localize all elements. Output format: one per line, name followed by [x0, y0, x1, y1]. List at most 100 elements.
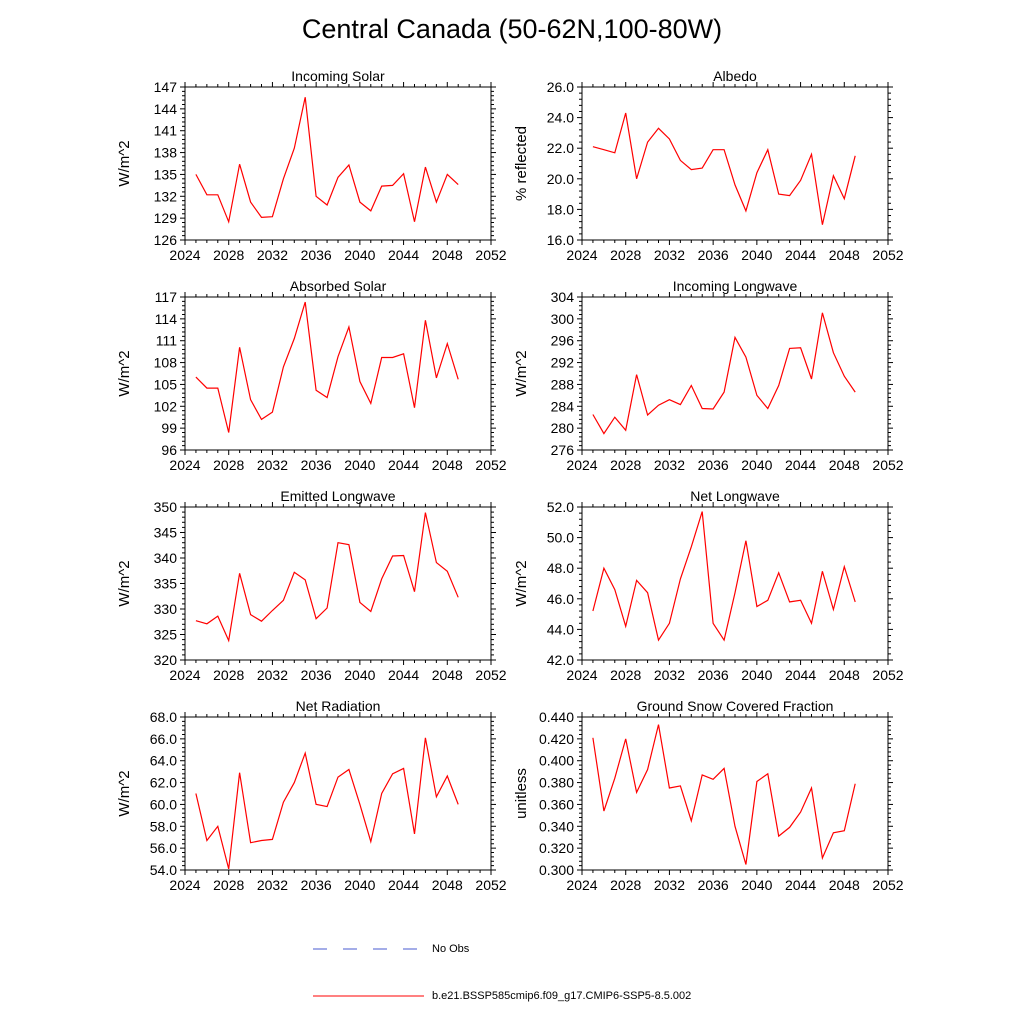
- y-tick-label: 292: [551, 355, 575, 371]
- y-tick-label: 54.0: [150, 862, 177, 878]
- x-tick-label: 2040: [344, 877, 375, 893]
- y-tick-label: 44.0: [547, 621, 574, 637]
- y-tick-label: 50.0: [547, 530, 574, 546]
- y-tick-label: 300: [551, 311, 575, 327]
- chart-title: Absorbed Solar: [290, 278, 387, 294]
- y-tick-label: 132: [154, 188, 178, 204]
- series-line: [195, 737, 459, 870]
- x-tick-label: 2036: [698, 457, 729, 473]
- chart-title: Incoming Longwave: [673, 278, 798, 294]
- x-tick-label: 2032: [257, 457, 288, 473]
- chart-title: Albedo: [713, 68, 757, 84]
- y-tick-label: 147: [154, 79, 178, 95]
- y-axis-label: W/m^2: [513, 560, 530, 606]
- x-tick-label: 2032: [257, 667, 288, 683]
- y-tick-label: 280: [551, 420, 575, 436]
- x-tick-label: 2044: [785, 877, 816, 893]
- y-tick-label: 102: [154, 398, 178, 414]
- y-tick-label: 64.0: [150, 753, 177, 769]
- y-tick-label: 288: [551, 376, 575, 392]
- plot-frame: [581, 296, 889, 451]
- series-line: [195, 97, 459, 224]
- plot-frame: [581, 716, 889, 871]
- plot-frame: [581, 86, 889, 241]
- y-tick-label: 296: [551, 333, 575, 349]
- x-tick-label: 2048: [432, 877, 463, 893]
- chart-panel: Albedo % reflected 2024 2028 2032 2036 2040 204…: [513, 68, 904, 263]
- series-line: [592, 312, 856, 435]
- y-tick-label: 350: [154, 499, 178, 515]
- x-tick-label: 2052: [475, 667, 506, 683]
- x-tick-label: 2048: [432, 247, 463, 263]
- y-tick-label: 114: [155, 311, 178, 327]
- x-tick-label: 2028: [610, 247, 641, 263]
- x-tick-label: 2036: [301, 877, 332, 893]
- x-tick-label: 2036: [301, 457, 332, 473]
- x-tick-label: 2052: [475, 877, 506, 893]
- x-tick-label: 2052: [872, 457, 903, 473]
- x-tick-label: 2032: [654, 877, 685, 893]
- x-tick-label: 2024: [566, 457, 597, 473]
- y-tick-label: 26.0: [547, 79, 574, 95]
- y-tick-label: 42.0: [547, 652, 574, 668]
- x-tick-label: 2024: [169, 247, 200, 263]
- chart-title: Net Longwave: [690, 488, 780, 504]
- y-tick-label: 52.0: [547, 499, 574, 515]
- x-tick-label: 2028: [610, 667, 641, 683]
- x-tick-label: 2052: [872, 247, 903, 263]
- chart-panel: Absorbed Solar W/m^2 2024 2028 2032 2036 2040 2…: [116, 278, 507, 473]
- y-tick-label: 105: [154, 376, 178, 392]
- y-tick-label: 117: [155, 289, 178, 305]
- y-tick-label: 320: [154, 652, 178, 668]
- x-tick-label: 2040: [344, 667, 375, 683]
- y-tick-label: 330: [154, 601, 178, 617]
- x-tick-label: 2028: [213, 877, 244, 893]
- y-tick-label: 0.420: [539, 731, 574, 747]
- x-tick-label: 2052: [475, 247, 506, 263]
- y-tick-label: 0.380: [539, 775, 574, 791]
- x-tick-label: 2048: [829, 877, 860, 893]
- y-tick-label: 0.320: [539, 840, 574, 856]
- x-tick-label: 2044: [785, 457, 816, 473]
- y-tick-label: 0.340: [539, 818, 574, 834]
- y-tick-label: 276: [551, 442, 575, 458]
- y-tick-label: 135: [154, 166, 178, 182]
- y-tick-label: 325: [154, 627, 178, 643]
- x-tick-label: 2052: [872, 667, 903, 683]
- x-tick-label: 2032: [654, 457, 685, 473]
- y-axis-label: unitless: [513, 768, 530, 819]
- x-tick-label: 2028: [610, 877, 641, 893]
- y-axis-label: % reflected: [513, 126, 530, 201]
- x-tick-label: 2024: [169, 667, 200, 683]
- y-tick-label: 141: [154, 123, 178, 139]
- x-tick-label: 2044: [785, 247, 816, 263]
- x-tick-label: 2024: [566, 667, 597, 683]
- y-axis-label: W/m^2: [116, 350, 133, 396]
- y-tick-label: 56.0: [150, 840, 177, 856]
- y-axis-label: W/m^2: [513, 350, 530, 396]
- y-tick-label: 62.0: [150, 775, 177, 791]
- x-tick-label: 2048: [829, 667, 860, 683]
- chart-panel: Net Longwave W/m^2 2024 2028 2032 2036 2040 204…: [513, 488, 904, 683]
- x-tick-label: 2048: [829, 247, 860, 263]
- y-tick-label: 46.0: [547, 591, 574, 607]
- x-tick-label: 2036: [301, 247, 332, 263]
- x-tick-label: 2040: [741, 457, 772, 473]
- y-tick-label: 58.0: [150, 818, 177, 834]
- y-tick-label: 0.400: [539, 753, 574, 769]
- x-tick-label: 2052: [872, 877, 903, 893]
- y-tick-label: 340: [154, 550, 178, 566]
- y-axis-label: W/m^2: [116, 770, 133, 816]
- chart-panel: Ground Snow Covered Fraction unitless 2024…: [513, 698, 904, 893]
- x-tick-label: 2052: [475, 457, 506, 473]
- y-axis-label: W/m^2: [116, 560, 133, 606]
- x-tick-label: 2040: [741, 667, 772, 683]
- x-tick-label: 2028: [610, 457, 641, 473]
- y-tick-label: 66.0: [150, 731, 177, 747]
- y-tick-label: 126: [154, 232, 178, 248]
- chart-panel: Emitted Longwave W/m^2 2024 2028 2032 2036 204…: [116, 488, 507, 683]
- x-tick-label: 2024: [169, 457, 200, 473]
- y-tick-label: 335: [154, 576, 178, 592]
- y-tick-label: 111: [156, 333, 177, 349]
